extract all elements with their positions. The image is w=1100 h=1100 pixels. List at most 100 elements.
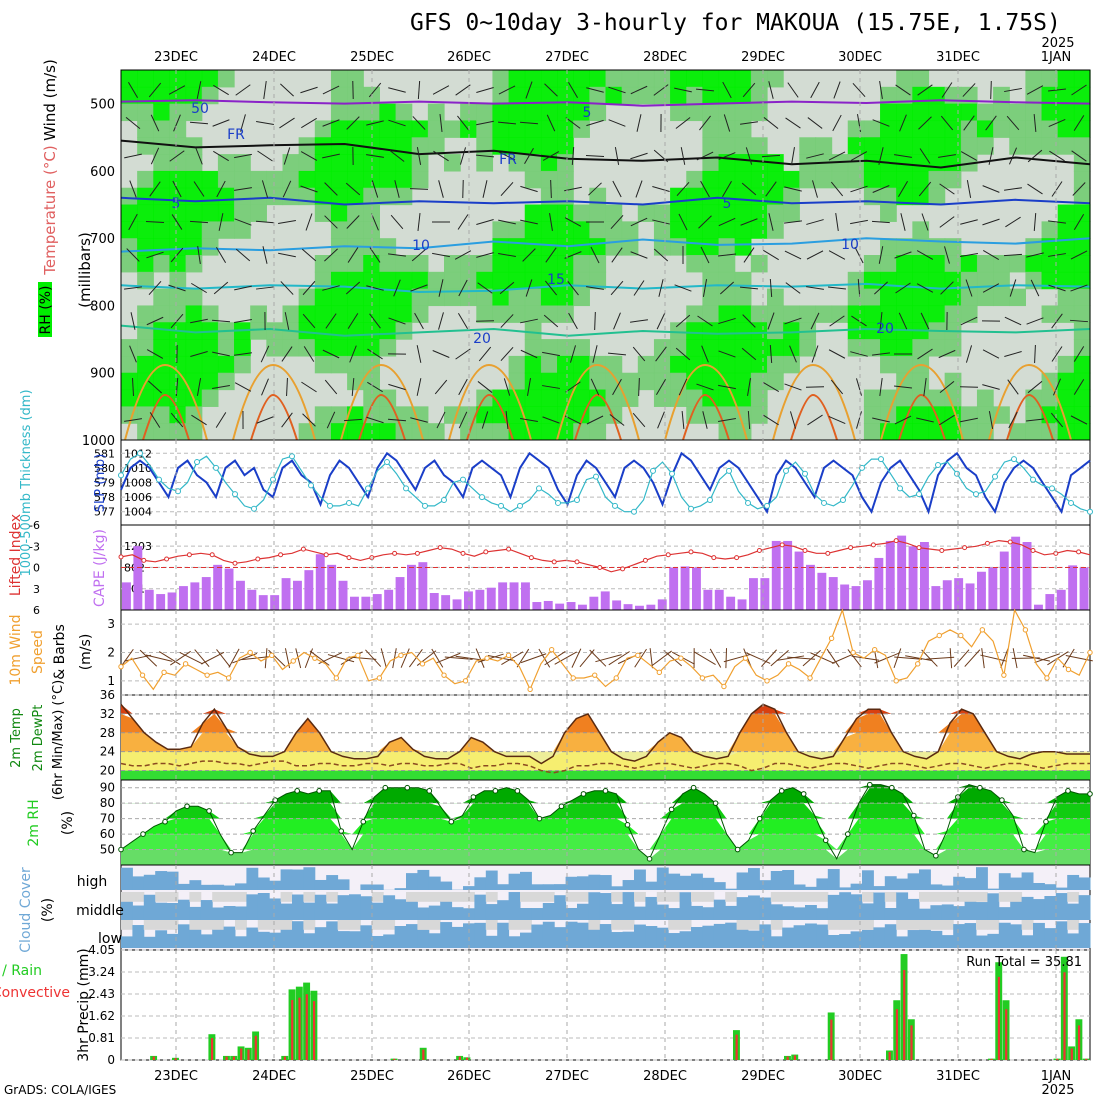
rh-cell: [896, 355, 913, 374]
rh-cell: [153, 255, 171, 273]
cloud-cell: [257, 893, 270, 920]
rh-cell: [557, 154, 574, 172]
wind-barb: [789, 345, 797, 363]
wind10-point: [419, 661, 426, 667]
rh2m-point: [778, 788, 785, 794]
cape-bar: [258, 595, 268, 610]
cape-bar: [965, 583, 975, 610]
cloud-cell-gray: [930, 920, 943, 930]
rh-cell: [621, 238, 639, 256]
wind-barb: [806, 153, 824, 159]
cloud-cell: [189, 880, 202, 890]
wind-barb: [234, 319, 252, 323]
wind-barb: [1070, 415, 1088, 425]
wind-barb: [263, 81, 267, 99]
wind10-barb: [663, 650, 683, 667]
wind-barb: [718, 384, 736, 390]
thickness-point: [992, 473, 998, 480]
cloud-cell: [919, 908, 931, 920]
rh-cell: [686, 170, 703, 189]
rh-cell: [266, 170, 284, 189]
cloud-cell: [292, 894, 304, 920]
wind-barb: [917, 348, 933, 360]
rh-cell: [427, 288, 445, 307]
wind-barb: [1026, 418, 1044, 422]
wind10-barb: [894, 656, 923, 660]
cloud-cell: [349, 894, 361, 920]
rh-cell: [492, 389, 510, 407]
rh-cell: [589, 221, 607, 239]
wind-barb: [592, 345, 598, 363]
cloud-cell: [816, 878, 829, 890]
wind-barb: [594, 311, 596, 331]
cloud-cell-gray: [235, 892, 247, 902]
rh-cell: [314, 322, 332, 340]
rh-cell: [847, 305, 865, 323]
wind-barb: [1004, 351, 1022, 357]
thickness-point: [916, 491, 922, 498]
wind-barb: [196, 81, 202, 99]
precip-convective-bar: [422, 1049, 425, 1060]
rh-cell: [670, 103, 687, 122]
cloud-cell: [827, 869, 840, 890]
rh-cell: [185, 154, 203, 172]
temp-band-green: [121, 770, 1090, 780]
rh-cell: [702, 339, 720, 357]
rh-cell: [670, 355, 687, 374]
wind-barb: [879, 81, 883, 99]
rh-cell: [880, 103, 897, 122]
rh-cell: [540, 170, 558, 189]
cape-bar: [954, 578, 964, 610]
cloud-cell-gray: [223, 892, 236, 902]
wind-barb: [519, 121, 539, 125]
wind-barb: [740, 218, 758, 226]
cloud-cell: [1044, 896, 1057, 920]
wind-barb: [366, 120, 384, 126]
rh-cell: [234, 187, 251, 206]
cloud-cell: [280, 903, 293, 920]
wind-barb: [1048, 220, 1066, 224]
rh-cell: [298, 322, 316, 340]
cape-bar: [1068, 565, 1078, 610]
rh-cell: [347, 221, 364, 239]
top-date-label: 24DEC: [252, 50, 296, 65]
wind-barb: [895, 282, 911, 294]
cloud-cell-gray: [417, 892, 430, 902]
rh-cell: [1025, 103, 1043, 122]
rh-cell: [896, 86, 913, 105]
cloud-cell-gray: [371, 892, 384, 902]
wind-barb: [586, 415, 604, 425]
cloud-cell: [736, 897, 749, 920]
rh-cell: [863, 406, 881, 424]
wind-barb: [742, 82, 756, 98]
rh-cell: [880, 339, 897, 357]
warm-contour: [232, 363, 316, 441]
rh-cell: [670, 221, 687, 239]
cloud-cell: [497, 922, 510, 948]
rh-cell: [1009, 288, 1026, 307]
rh-cell: [912, 187, 930, 206]
wind-barb: [1004, 316, 1022, 326]
rh-cell: [330, 187, 348, 206]
rh-cell: [589, 271, 607, 290]
wind-barb: [832, 114, 842, 132]
wind10-barb: [516, 648, 530, 668]
wind-barb: [879, 378, 883, 396]
rh-cell: [637, 204, 655, 222]
wind-barb: [652, 219, 670, 225]
cloud-cell: [645, 881, 658, 890]
cape-bar: [521, 582, 530, 610]
rh-cell: [557, 372, 574, 391]
rh-cell: [217, 170, 235, 189]
wind-barb: [281, 346, 293, 362]
cloud-cell-gray: [850, 920, 863, 930]
cloud-cell: [314, 894, 327, 920]
cloud-cell-gray: [805, 892, 817, 902]
rh-cell: [1057, 372, 1075, 391]
rh-cell: [993, 288, 1010, 307]
wind-barb: [568, 312, 578, 330]
wind-barb: [697, 315, 713, 327]
wind-barb: [874, 281, 888, 295]
cloud-cell: [1078, 877, 1091, 890]
wind-barb: [741, 182, 757, 196]
